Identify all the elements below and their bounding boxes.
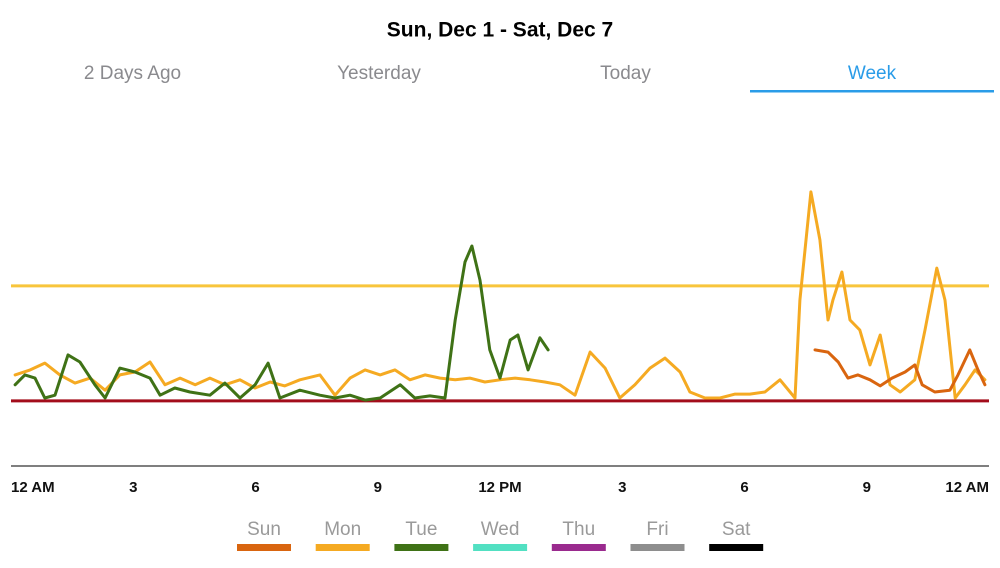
x-tick-label: 3 [618, 479, 626, 496]
x-tick-label: 6 [251, 479, 259, 496]
legend-swatch [709, 544, 764, 551]
legend-label: Thu [562, 519, 595, 540]
tab[interactable]: Today [600, 63, 651, 84]
x-tick-label: 12 AM [11, 479, 55, 496]
x-tick-label: 9 [863, 479, 871, 496]
x-tick-label: 9 [374, 479, 382, 496]
series-line [13, 244, 550, 402]
x-tick-label: 12 AM [945, 479, 989, 496]
legend-swatch [473, 544, 528, 551]
tab[interactable]: Week [848, 63, 897, 84]
legend-swatch [551, 544, 606, 551]
legend-label: Tue [405, 519, 437, 540]
series-line [13, 190, 987, 400]
legend-label: Sun [247, 519, 281, 540]
legend-label: Mon [324, 519, 361, 540]
x-tick-label: 6 [740, 479, 748, 496]
legend-swatch [630, 544, 685, 551]
legend-label: Fri [646, 519, 668, 540]
header-title: Sun, Dec 1 - Sat, Dec 7 [387, 19, 613, 42]
legend-label: Sat [722, 519, 751, 540]
legend-swatch [394, 544, 449, 551]
tab-underline [750, 90, 994, 93]
legend-label: Wed [481, 519, 520, 540]
legend-swatch [237, 544, 291, 551]
series-line [813, 348, 987, 394]
x-tick-label: 12 PM [478, 479, 521, 496]
tab[interactable]: 2 Days Ago [84, 63, 181, 84]
tab[interactable]: Yesterday [337, 63, 421, 84]
legend-swatch [315, 544, 370, 551]
x-tick-label: 3 [129, 479, 137, 496]
